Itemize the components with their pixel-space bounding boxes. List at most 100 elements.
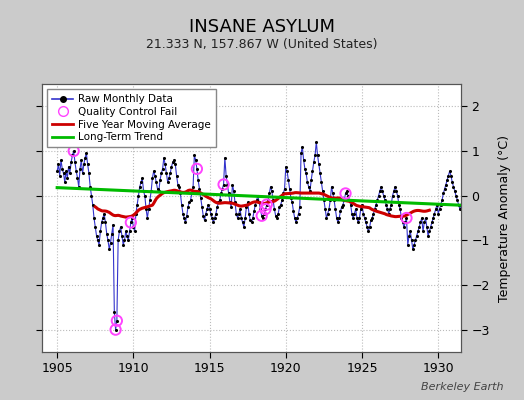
- Point: [293, 215, 301, 221]
- Point: [72, 168, 80, 174]
- Point: [319, 188, 327, 194]
- Point: [361, 215, 369, 221]
- Point: [235, 210, 243, 217]
- Point: [443, 177, 451, 183]
- Point: [460, 192, 468, 199]
- Point: [264, 197, 272, 203]
- Point: [191, 157, 200, 163]
- Point: [292, 219, 300, 226]
- Point: [140, 192, 149, 199]
- Point: [290, 215, 299, 221]
- Point: [236, 206, 244, 212]
- Point: [58, 166, 67, 172]
- Point: [321, 206, 330, 212]
- Point: [160, 154, 168, 161]
- Point: [203, 206, 211, 212]
- Point: [416, 219, 424, 226]
- Point: [403, 242, 412, 248]
- Point: [109, 222, 117, 228]
- Point: [99, 215, 107, 221]
- Point: [255, 199, 264, 206]
- Point: [266, 184, 275, 190]
- Point: [428, 219, 436, 226]
- Point: [270, 206, 279, 212]
- Point: [348, 210, 356, 217]
- Point: [368, 215, 376, 221]
- Point: [400, 224, 408, 230]
- Point: [188, 190, 196, 197]
- Point: [130, 228, 139, 234]
- Point: [113, 318, 121, 324]
- Point: [119, 242, 127, 248]
- Point: [346, 202, 355, 208]
- Point: [224, 190, 233, 197]
- Point: [242, 204, 250, 210]
- Point: [118, 233, 126, 239]
- Point: [226, 199, 234, 206]
- Point: [185, 199, 193, 206]
- Point: [260, 210, 268, 217]
- Point: [222, 172, 231, 179]
- Point: [283, 168, 291, 174]
- Point: [138, 174, 147, 181]
- Point: [407, 237, 416, 244]
- Point: [59, 170, 68, 176]
- Point: [155, 188, 163, 194]
- Point: [70, 148, 78, 154]
- Point: [246, 217, 255, 224]
- Point: [184, 204, 192, 210]
- Point: [263, 202, 271, 208]
- Point: [133, 202, 141, 208]
- Point: [193, 166, 201, 172]
- Point: [73, 174, 82, 181]
- Point: [125, 228, 134, 234]
- Point: [136, 184, 144, 190]
- Text: Berkeley Earth: Berkeley Earth: [421, 382, 503, 392]
- Point: [151, 172, 159, 179]
- Point: [326, 197, 334, 203]
- Point: [383, 206, 391, 212]
- Point: [251, 202, 259, 208]
- Point: [272, 215, 281, 221]
- Point: [104, 237, 112, 244]
- Point: [161, 161, 169, 168]
- Point: [178, 202, 186, 208]
- Point: [85, 170, 93, 176]
- Point: [209, 219, 217, 226]
- Point: [296, 204, 304, 210]
- Text: 21.333 N, 157.867 W (United States): 21.333 N, 157.867 W (United States): [146, 38, 378, 51]
- Point: [392, 188, 400, 194]
- Point: [172, 172, 181, 179]
- Point: [280, 186, 289, 192]
- Point: [134, 192, 143, 199]
- Point: [425, 228, 433, 234]
- Point: [71, 159, 79, 165]
- Point: [415, 224, 423, 230]
- Point: [303, 179, 312, 186]
- Point: [145, 206, 153, 212]
- Point: [402, 215, 411, 221]
- Point: [105, 246, 113, 252]
- Point: [301, 166, 309, 172]
- Point: [398, 219, 407, 226]
- Point: [430, 210, 439, 217]
- Point: [53, 168, 61, 174]
- Point: [253, 197, 261, 203]
- Point: [313, 152, 322, 159]
- Point: [215, 197, 224, 203]
- Point: [198, 204, 206, 210]
- Point: [424, 233, 432, 239]
- Point: [432, 206, 440, 212]
- Point: [221, 154, 229, 161]
- Point: [162, 170, 171, 176]
- Point: [312, 139, 321, 145]
- Point: [302, 170, 310, 176]
- Point: [128, 215, 136, 221]
- Point: [165, 174, 173, 181]
- Point: [90, 215, 98, 221]
- Point: [354, 219, 363, 226]
- Point: [179, 210, 187, 217]
- Point: [299, 157, 308, 163]
- Point: [402, 215, 411, 221]
- Point: [390, 188, 398, 194]
